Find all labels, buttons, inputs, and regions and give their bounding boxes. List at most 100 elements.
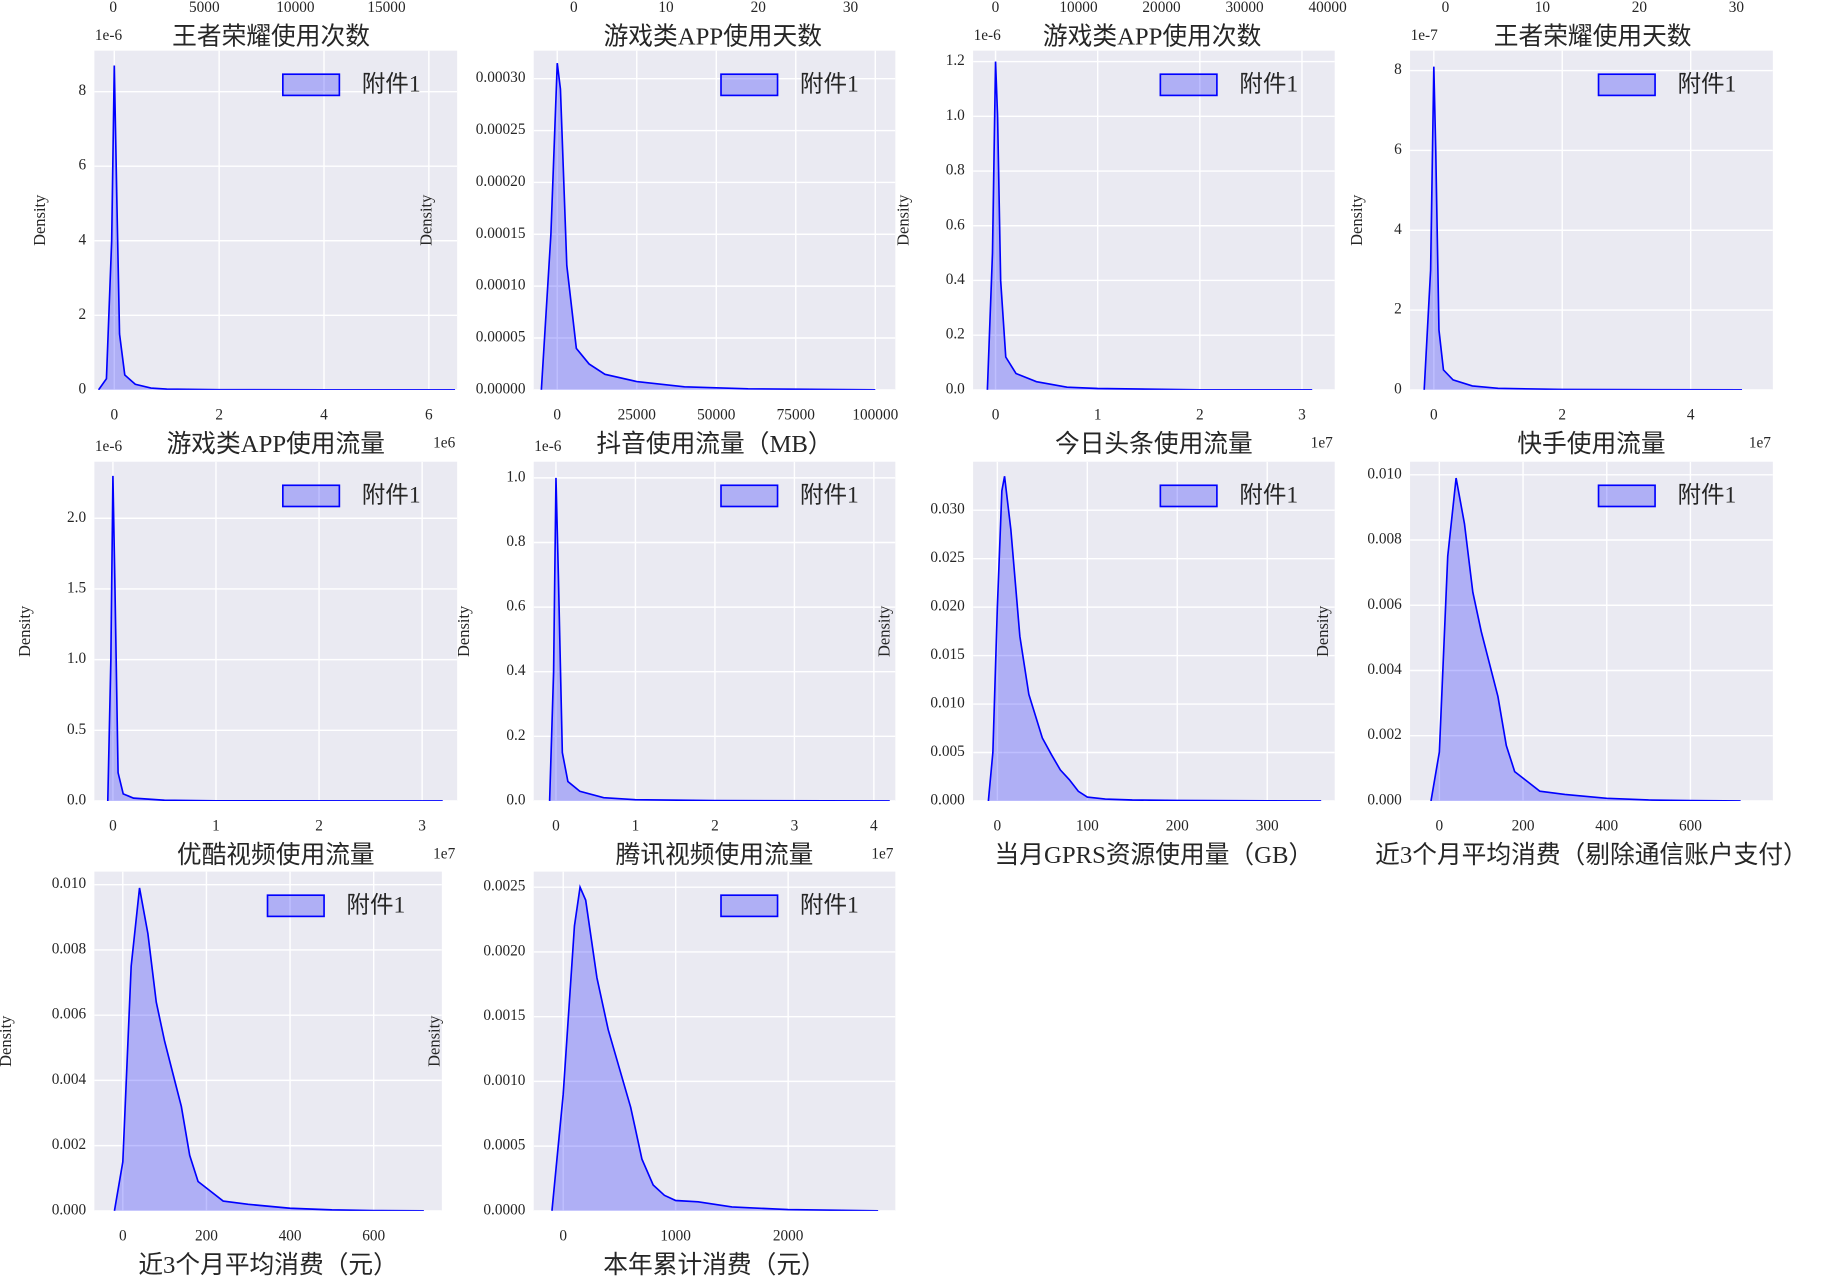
y-tick-label: 0.0020	[483, 942, 525, 959]
x-tick-label: 25000	[618, 406, 657, 423]
legend-label: 附件1	[346, 891, 405, 918]
y-tick-label: 2.0	[67, 509, 86, 526]
x-tick-label: 200	[1166, 817, 1189, 834]
y-axis-label: Density	[15, 605, 34, 657]
kde-line	[113, 887, 424, 1211]
y-tick-label: 0.00010	[476, 277, 526, 294]
x-tick-label: 2	[215, 406, 223, 423]
x-tick-label: 2	[1558, 406, 1566, 423]
y-tick-label: 0.0005	[483, 1137, 525, 1154]
y-offset-label: 1e-7	[1411, 27, 1439, 44]
y-tick-label: 1.5	[67, 579, 86, 596]
y-tick-label: 0.0025	[483, 878, 525, 895]
y-tick-label: 0.0	[946, 380, 965, 397]
y-tick-label: 1.0	[506, 468, 525, 485]
y-axis-label: Density	[894, 194, 913, 246]
x-tick-label: 1	[1094, 406, 1102, 423]
legend-patch	[282, 484, 341, 508]
x-tick-label: 0	[119, 1227, 127, 1244]
legend-patch	[266, 894, 325, 918]
y-axis-label: Density	[454, 605, 473, 657]
x-offset-label: 1e6	[433, 435, 455, 452]
y-tick-label: 0.00015	[476, 225, 526, 242]
y-offset-label: 1e-6	[95, 438, 123, 455]
y-tick-label: 0.2	[506, 727, 525, 744]
y-tick-label: 0.005	[930, 743, 965, 760]
y-tick-label: 0.6	[946, 216, 965, 233]
x-tick-label: 0	[1430, 406, 1438, 423]
legend-label: 附件1	[1239, 70, 1298, 97]
plot-area	[94, 50, 458, 390]
x-tick-label: 400	[279, 1227, 302, 1244]
y-tick-label: 0.000	[1367, 791, 1402, 808]
y-axis-label: Density	[1347, 194, 1366, 246]
y-tick-label: 0.2	[946, 326, 965, 343]
x-tick-label: 2	[711, 817, 719, 834]
plot-background	[1410, 461, 1773, 801]
legend-label: 附件1	[800, 481, 859, 508]
legend-label: 附件1	[1677, 70, 1736, 97]
plot-area	[973, 50, 1335, 390]
y-tick-label: 0.0	[506, 791, 525, 808]
y-tick-label: 0.002	[1367, 726, 1401, 743]
plot-background	[973, 461, 1335, 801]
plot-area	[94, 461, 458, 801]
x-tick-label: 75000	[777, 406, 816, 423]
plot-area	[533, 50, 896, 390]
legend-patch	[1597, 73, 1656, 97]
x-axis-label: 游戏类APP使用天数	[604, 23, 823, 51]
x-tick-label: 3	[418, 817, 426, 834]
legend-patch	[1597, 484, 1656, 508]
kde-area	[541, 63, 876, 390]
x-tick-label: 0	[559, 1227, 567, 1244]
y-tick-label: 0.00030	[476, 69, 526, 86]
x-tick-label: 30000	[1225, 0, 1264, 16]
x-tick-label: 200	[1512, 817, 1535, 834]
y-tick-label: 0.0	[67, 791, 86, 808]
legend-patch	[1159, 73, 1218, 97]
x-tick-label: 30	[843, 0, 859, 16]
y-axis-label: Density	[1313, 605, 1332, 657]
x-tick-label: 30	[1729, 0, 1745, 16]
x-tick-label: 100	[1076, 817, 1099, 834]
y-tick-label: 0.00000	[476, 380, 526, 397]
y-offset-label: 1e-6	[534, 438, 562, 455]
x-tick-label: 0	[992, 406, 1000, 423]
x-axis-label: 本年累计消费（元）	[603, 1251, 825, 1278]
x-tick-label: 100000	[852, 406, 898, 423]
x-tick-label: 2000	[773, 1227, 804, 1244]
x-tick-label: 5000	[189, 0, 220, 16]
kde-line	[986, 61, 1313, 390]
x-tick-label: 4	[870, 817, 878, 834]
x-tick-label: 2	[1196, 406, 1204, 423]
x-axis-label: 优酷视频使用流量	[177, 841, 375, 869]
y-tick-label: 0.020	[930, 598, 965, 615]
plot-background	[533, 871, 896, 1211]
y-tick-label: 0.002	[52, 1136, 86, 1153]
x-tick-label: 0	[553, 406, 561, 423]
plot-area	[1410, 461, 1773, 801]
kde-line	[987, 476, 1322, 801]
y-axis-label: Density	[0, 1015, 15, 1067]
legend-label: 附件1	[362, 70, 421, 97]
legend-label: 附件1	[362, 481, 421, 508]
x-tick-label: 10000	[276, 0, 315, 16]
x-axis-label: 腾讯视频使用流量	[616, 841, 814, 869]
x-tick-label: 0	[109, 0, 117, 16]
y-tick-label: 0.006	[52, 1006, 87, 1023]
x-tick-label: 40000	[1308, 0, 1347, 16]
x-offset-label: 1e7	[1311, 435, 1333, 452]
y-tick-label: 0.00005	[476, 329, 526, 346]
y-tick-label: 0.030	[930, 501, 965, 518]
x-tick-label: 20	[751, 0, 767, 16]
kde-line	[548, 477, 890, 801]
x-offset-label: 1e7	[433, 846, 455, 863]
y-tick-label: 0.0010	[483, 1072, 525, 1089]
y-tick-label: 0.8	[506, 533, 525, 550]
kde-line	[540, 62, 876, 390]
x-tick-label: 300	[1256, 817, 1279, 834]
x-axis-label: 抖音使用流量（MB）	[596, 430, 832, 458]
x-tick-label: 20000	[1142, 0, 1181, 16]
x-axis-label: 近3个月平均消费（元）	[138, 1251, 398, 1278]
